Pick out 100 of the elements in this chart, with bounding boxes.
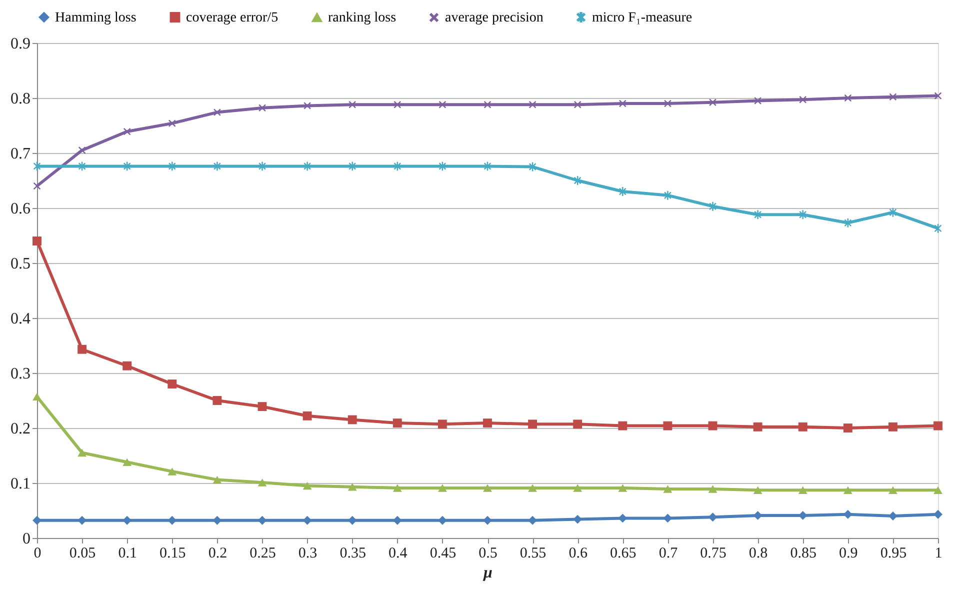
point <box>934 486 942 494</box>
point <box>528 162 536 172</box>
point <box>302 411 312 420</box>
point <box>438 100 446 108</box>
point <box>348 415 357 424</box>
point <box>664 100 672 108</box>
point <box>753 486 762 494</box>
point <box>798 422 808 432</box>
point <box>258 402 267 412</box>
y-tick-label: 0.7 <box>10 146 30 162</box>
point <box>528 484 538 492</box>
point <box>888 486 898 494</box>
y-tick-label: 0.2 <box>10 420 30 438</box>
y-tick-label: 0.1 <box>10 476 30 492</box>
point <box>528 100 536 108</box>
x-tick-label: 0.15 <box>160 546 186 562</box>
point <box>78 344 87 354</box>
point <box>348 100 356 108</box>
point <box>573 420 582 429</box>
point <box>438 420 447 429</box>
point <box>619 187 626 196</box>
point <box>32 392 42 401</box>
legend-label: average precision <box>445 10 544 26</box>
x-tick-label: 0.55 <box>520 546 546 562</box>
point <box>754 210 762 220</box>
x-tick-label: 0.95 <box>880 546 907 562</box>
point <box>573 484 582 492</box>
point <box>934 92 942 100</box>
point <box>122 458 132 466</box>
point <box>618 484 628 492</box>
point <box>258 478 267 486</box>
x-axis-title: μ <box>482 564 493 582</box>
point <box>392 418 402 428</box>
y-tick-label: 0.5 <box>10 256 30 272</box>
point <box>394 100 402 108</box>
x-tick-label: 0.6 <box>568 546 588 562</box>
point <box>934 421 942 430</box>
point <box>33 162 41 171</box>
point <box>888 422 898 432</box>
point <box>32 236 42 246</box>
point <box>753 422 762 432</box>
x-tick-label: 0.75 <box>700 546 726 562</box>
x-tick-label: 0.1 <box>118 546 137 562</box>
x-tick-label: 0.65 <box>610 546 636 562</box>
x-tick-label: 0.45 <box>430 546 456 562</box>
x-tick-label: 0.3 <box>298 546 318 562</box>
x-tick-label: 0.35 <box>340 546 366 562</box>
point <box>619 100 626 108</box>
point <box>122 361 132 370</box>
point <box>483 516 492 525</box>
legend-label: micro F₁-measure <box>592 10 692 26</box>
x-tick-label: 0.05 <box>69 546 96 562</box>
point <box>168 162 176 171</box>
point <box>78 146 86 154</box>
point <box>168 380 177 388</box>
point <box>348 162 356 171</box>
x-tick-label: 0.5 <box>478 546 498 562</box>
legend-label: Hamming loss <box>55 10 136 26</box>
point <box>212 476 222 484</box>
x-tick-label: 0.8 <box>748 546 768 562</box>
point <box>618 421 628 430</box>
point <box>663 421 672 430</box>
point <box>484 162 492 171</box>
y-tick-label: 0 <box>22 530 30 548</box>
x-tick-label: 0 <box>34 546 42 562</box>
y-tick-label: 0.3 <box>10 366 30 382</box>
x-tick-label: 0.2 <box>208 546 228 562</box>
point <box>483 484 492 492</box>
point <box>302 482 312 490</box>
point <box>78 162 86 171</box>
point <box>123 128 131 136</box>
point <box>799 96 806 104</box>
point <box>708 421 718 430</box>
point <box>889 93 897 101</box>
point <box>392 484 402 492</box>
point <box>528 420 538 429</box>
legend-label: coverage error/5 <box>186 10 278 26</box>
point <box>843 424 852 432</box>
point <box>799 210 806 220</box>
point <box>574 100 582 108</box>
x-tick-label: 0.85 <box>790 546 816 562</box>
point <box>258 104 266 112</box>
point <box>708 485 718 493</box>
y-tick-label: 0.4 <box>10 310 30 328</box>
point <box>212 396 222 405</box>
y-tick-label: 0.9 <box>10 36 30 52</box>
point <box>709 98 716 106</box>
legend-label: ranking loss <box>328 10 396 26</box>
point <box>438 484 447 492</box>
x-tick-label: 0.25 <box>250 546 276 562</box>
x-tick-label: 1 <box>934 546 942 562</box>
y-tick-label: 0.8 <box>10 90 30 108</box>
point <box>798 486 808 494</box>
point <box>664 190 672 200</box>
point <box>168 120 176 127</box>
point <box>843 486 852 494</box>
point <box>663 485 672 493</box>
point <box>438 162 446 171</box>
x-tick-label: 0.9 <box>839 546 858 562</box>
x-tick-label: 0.4 <box>388 546 408 562</box>
